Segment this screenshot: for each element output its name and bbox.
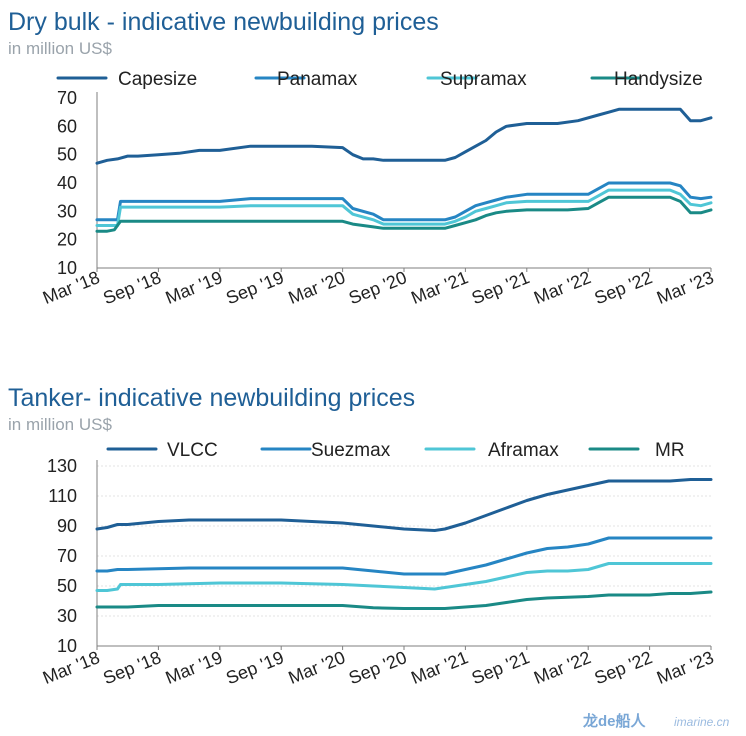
x-tick-label: Mar '20 [285, 647, 348, 688]
x-tick-label: Sep '19 [223, 267, 287, 308]
y-tick-label: 20 [57, 230, 77, 250]
legend-label-capesize: Capesize [118, 69, 197, 90]
x-tick-label: Mar '22 [531, 267, 594, 308]
x-tick-label: Sep '22 [592, 267, 656, 308]
plot-area [95, 478, 713, 610]
x-tick-label: Mar '21 [408, 267, 471, 308]
x-tick-label: Sep '21 [469, 647, 533, 688]
y-tick-label: 30 [57, 201, 77, 221]
series-line-vlcc [95, 478, 713, 532]
y-tick-label: 90 [57, 516, 77, 536]
x-tick-label: Sep '18 [100, 267, 164, 308]
x-tick-label: Mar '23 [654, 647, 717, 688]
legend-label-handysize: Handysize [614, 69, 703, 90]
legend: VLCC Suezmax Aframax MR [106, 440, 685, 461]
chart-subtitle: in million US$ [8, 415, 112, 434]
x-tick-label: Sep '22 [592, 647, 656, 688]
series-line-aframax [95, 562, 713, 592]
y-tick-label: 40 [57, 173, 77, 193]
watermark-site-text: imarine.cn [674, 715, 730, 729]
y-tick-label: 70 [57, 88, 77, 108]
watermark-logo: 龙de船人 imarine.cn [582, 712, 730, 730]
chart-title: Dry bulk - indicative newbuilding prices [8, 8, 439, 36]
series-line-handysize [95, 195, 713, 233]
series-line-suezmax [95, 536, 713, 576]
y-tick-label: 50 [57, 145, 77, 165]
y-tick-label: 50 [57, 576, 77, 596]
x-tick-label: Mar '20 [285, 267, 348, 308]
x-tick-label: Sep '18 [100, 647, 164, 688]
y-tick-label: 130 [47, 456, 77, 476]
dry-bulk-chart: Dry bulk - indicative newbuilding prices… [8, 8, 716, 308]
legend-label-mr: MR [655, 440, 685, 461]
x-tick-label: Mar '21 [408, 647, 471, 688]
legend-label-suezmax: Suezmax [311, 440, 391, 461]
y-tick-label: 110 [48, 486, 77, 506]
series-line-mr [95, 590, 713, 610]
x-tick-label: Sep '20 [346, 647, 410, 688]
plot-area [95, 107, 713, 233]
y-tick-label: 10 [57, 258, 77, 278]
x-tick-label: Mar '19 [163, 267, 226, 308]
x-tick-label: Mar '23 [654, 267, 717, 308]
chart-subtitle: in million US$ [8, 39, 112, 58]
x-tick-label: Sep '21 [469, 267, 533, 308]
series-line-capesize [95, 107, 713, 165]
legend-label-supramax: Supramax [440, 69, 527, 90]
tanker-chart: Tanker- indicative newbuilding prices in… [8, 384, 716, 688]
chart-title: Tanker- indicative newbuilding prices [8, 384, 415, 412]
y-tick-label: 70 [57, 546, 77, 566]
y-tick-label: 30 [57, 606, 77, 626]
legend-label-panamax: Panamax [277, 69, 358, 90]
y-tick-label: 60 [57, 116, 77, 136]
x-tick-label: Sep '19 [223, 647, 287, 688]
series-line-panamax [95, 181, 713, 222]
x-tick-label: Mar '19 [163, 647, 226, 688]
x-tick-label: Mar '22 [531, 647, 594, 688]
legend-label-aframax: Aframax [488, 440, 559, 461]
x-tick-label: Sep '20 [346, 267, 410, 308]
watermark-logo-text: 龙de船人 [582, 712, 647, 730]
y-tick-label: 10 [57, 636, 77, 656]
legend: Capesize Panamax Supramax Handysize [56, 69, 703, 90]
legend-label-vlcc: VLCC [167, 440, 218, 461]
series-line-supramax [95, 188, 713, 227]
